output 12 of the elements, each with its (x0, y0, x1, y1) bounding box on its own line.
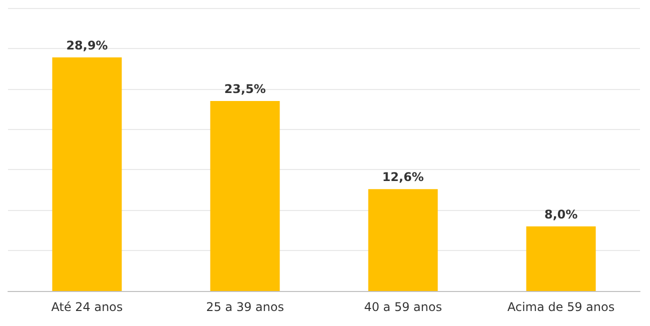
bar (210, 100, 280, 291)
bar (368, 189, 438, 291)
x-tick-label: 40 a 59 anos (364, 300, 442, 314)
bar (52, 57, 122, 291)
x-tick-label: Até 24 anos (51, 300, 123, 314)
data-label: 28,9% (66, 38, 108, 52)
x-tick-label: 25 a 39 anos (206, 300, 284, 314)
data-label: 12,6% (382, 170, 424, 184)
bar (526, 226, 596, 291)
data-label: 8,0% (544, 207, 578, 222)
data-label: 23,5% (224, 82, 266, 96)
x-tick-label: Acima de 59 anos (507, 300, 615, 314)
